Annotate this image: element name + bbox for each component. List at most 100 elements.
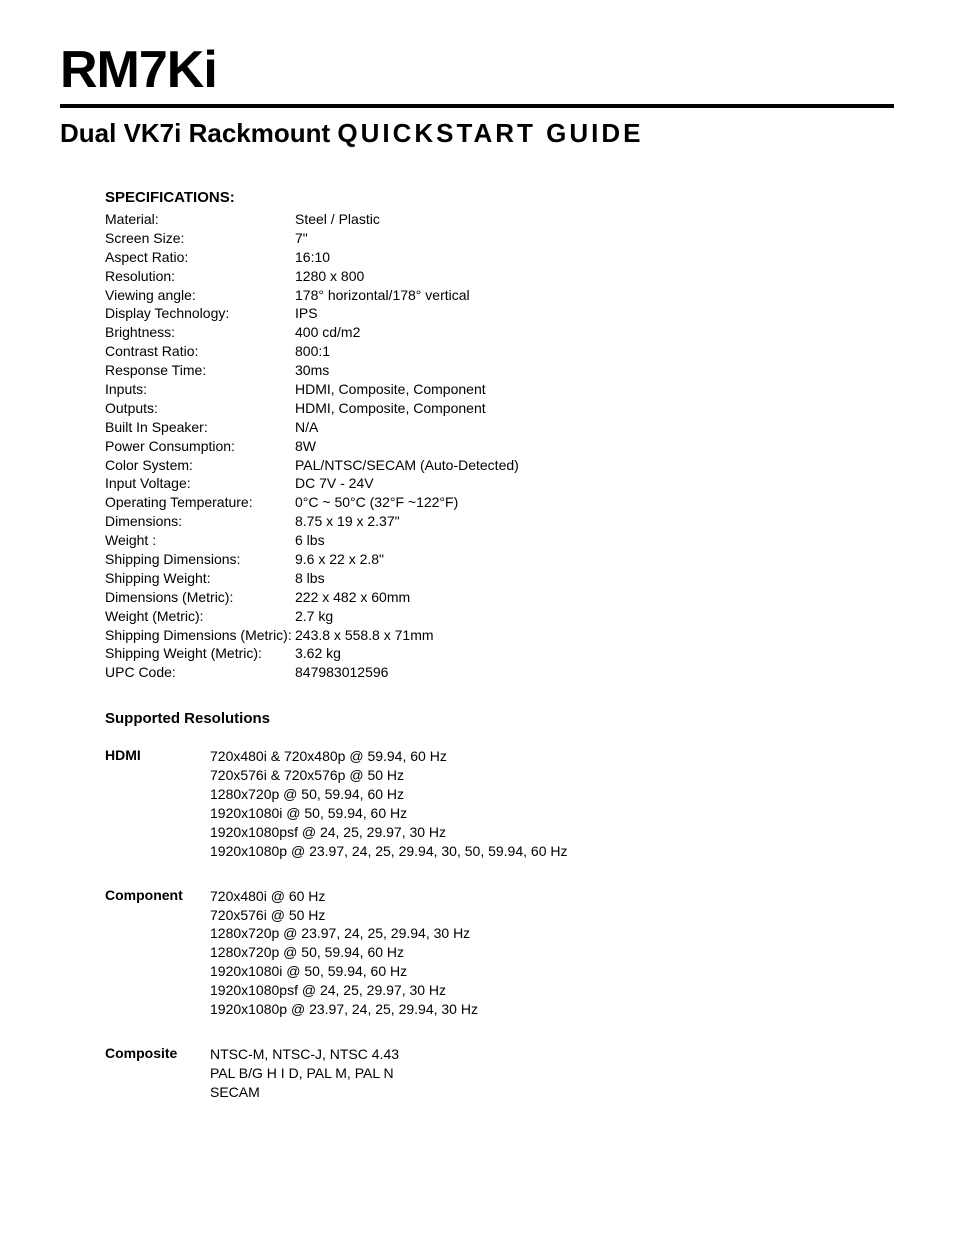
resolution-line: 720x480i @ 60 Hz bbox=[210, 887, 894, 906]
spec-row: Built In Speaker:N/A bbox=[105, 418, 894, 437]
subtitle-light: QUICKSTART GUIDE bbox=[337, 118, 643, 148]
spec-row: Weight (Metric): 2.7 kg bbox=[105, 607, 894, 626]
title-rule bbox=[60, 104, 894, 108]
spec-row: Viewing angle:178° horizontal/178° verti… bbox=[105, 286, 894, 305]
spec-value: 800:1 bbox=[295, 342, 894, 361]
spec-value: 0°C ~ 50°C (32°F ~122°F) bbox=[295, 493, 894, 512]
spec-value: 9.6 x 22 x 2.8" bbox=[295, 550, 894, 569]
spec-row: Shipping Weight (Metric): 3.62 kg bbox=[105, 644, 894, 663]
spec-label: Dimensions (Metric): bbox=[105, 588, 295, 607]
spec-label: Shipping Dimensions: bbox=[105, 550, 295, 569]
resolution-line: NTSC-M, NTSC-J, NTSC 4.43 bbox=[210, 1045, 894, 1064]
spec-value: 8W bbox=[295, 437, 894, 456]
spec-value: 8 lbs bbox=[295, 569, 894, 588]
resolution-line: 1920x1080i @ 50, 59.94, 60 Hz bbox=[210, 962, 894, 981]
spec-label: Material: bbox=[105, 210, 295, 229]
resolution-line: 1920x1080p @ 23.97, 24, 25, 29.94, 30, 5… bbox=[210, 842, 894, 861]
spec-value: 3.62 kg bbox=[295, 644, 894, 663]
spec-value: 7" bbox=[295, 229, 894, 248]
spec-row: Material:Steel / Plastic bbox=[105, 210, 894, 229]
spec-label: Weight : bbox=[105, 531, 295, 550]
spec-row: Power Consumption: 8W bbox=[105, 437, 894, 456]
spec-value: 16:10 bbox=[295, 248, 894, 267]
spec-label: Color System: bbox=[105, 456, 295, 475]
spec-value: 400 cd/m2 bbox=[295, 323, 894, 342]
spec-row: Shipping Dimensions (Metric): 243.8 x 55… bbox=[105, 626, 894, 645]
spec-label: Display Technology: bbox=[105, 304, 295, 323]
spec-label: Inputs: bbox=[105, 380, 295, 399]
spec-value: N/A bbox=[295, 418, 894, 437]
spec-label: Shipping Dimensions (Metric): bbox=[105, 626, 295, 645]
spec-value: IPS bbox=[295, 304, 894, 323]
spec-label: Response Time: bbox=[105, 361, 295, 380]
spec-label: Aspect Ratio: bbox=[105, 248, 295, 267]
spec-label: Shipping Weight (Metric): bbox=[105, 644, 295, 663]
resolution-line: 720x576i @ 50 Hz bbox=[210, 906, 894, 925]
spec-label: Brightness: bbox=[105, 323, 295, 342]
spec-row: Inputs:HDMI, Composite, Component bbox=[105, 380, 894, 399]
resolution-group-label: HDMI bbox=[105, 747, 210, 860]
spec-value: 2.7 kg bbox=[295, 607, 894, 626]
spec-value: HDMI, Composite, Component bbox=[295, 399, 894, 418]
spec-row: Aspect Ratio:16:10 bbox=[105, 248, 894, 267]
content-area: SPECIFICATIONS: Material:Steel / Plastic… bbox=[60, 189, 894, 1102]
spec-label: Built In Speaker: bbox=[105, 418, 295, 437]
spec-value: HDMI, Composite, Component bbox=[295, 380, 894, 399]
product-title: RM7Ki bbox=[60, 40, 894, 100]
spec-label: UPC Code: bbox=[105, 663, 295, 682]
resolution-line: 1280x720p @ 50, 59.94, 60 Hz bbox=[210, 943, 894, 962]
spec-row: Dimensions (Metric): 222 x 482 x 60mm bbox=[105, 588, 894, 607]
resolution-line: 1920x1080p @ 23.97, 24, 25, 29.94, 30 Hz bbox=[210, 1000, 894, 1019]
resolution-group-label: Composite bbox=[105, 1045, 210, 1102]
specifications-table: Material:Steel / PlasticScreen Size:7"As… bbox=[105, 210, 894, 682]
spec-value: 222 x 482 x 60mm bbox=[295, 588, 894, 607]
spec-row: Contrast Ratio:800:1 bbox=[105, 342, 894, 361]
spec-row: Brightness:400 cd/m2 bbox=[105, 323, 894, 342]
spec-value: 30ms bbox=[295, 361, 894, 380]
spec-row: Response Time:30ms bbox=[105, 361, 894, 380]
spec-label: Weight (Metric): bbox=[105, 607, 295, 626]
resolution-values: NTSC-M, NTSC-J, NTSC 4.43 PAL B/G H I D,… bbox=[210, 1045, 894, 1102]
spec-label: Operating Temperature: bbox=[105, 493, 295, 512]
spec-row: Screen Size:7" bbox=[105, 229, 894, 248]
spec-row: Weight :6 lbs bbox=[105, 531, 894, 550]
resolution-line: 720x576i & 720x576p @ 50 Hz bbox=[210, 766, 894, 785]
spec-row: Shipping Weight: 8 lbs bbox=[105, 569, 894, 588]
spec-value: 1280 x 800 bbox=[295, 267, 894, 286]
spec-value: Steel / Plastic bbox=[295, 210, 894, 229]
spec-row: Display Technology:IPS bbox=[105, 304, 894, 323]
resolution-line: PAL B/G H I D, PAL M, PAL N bbox=[210, 1064, 894, 1083]
resolution-group-label: Component bbox=[105, 887, 210, 1019]
subtitle: Dual VK7i Rackmount QUICKSTART GUIDE bbox=[60, 118, 894, 149]
resolution-line: 1280x720p @ 50, 59.94, 60 Hz bbox=[210, 785, 894, 804]
resolution-values: 720x480i @ 60 Hz 720x576i @ 50 Hz1280x72… bbox=[210, 887, 894, 1019]
spec-label: Screen Size: bbox=[105, 229, 295, 248]
spec-value: DC 7V - 24V bbox=[295, 474, 894, 493]
spec-row: Outputs:HDMI, Composite, Component bbox=[105, 399, 894, 418]
spec-value: 8.75 x 19 x 2.37" bbox=[295, 512, 894, 531]
spec-label: Resolution: bbox=[105, 267, 295, 286]
resolution-values: 720x480i & 720x480p @ 59.94, 60 Hz720x57… bbox=[210, 747, 894, 860]
subtitle-bold: Dual VK7i Rackmount bbox=[60, 118, 330, 148]
spec-label: Shipping Weight: bbox=[105, 569, 295, 588]
spec-row: Operating Temperature: 0°C ~ 50°C (32°F … bbox=[105, 493, 894, 512]
resolution-line: 1920x1080psf @ 24, 25, 29.97, 30 Hz bbox=[210, 981, 894, 1000]
resolution-line: 1280x720p @ 23.97, 24, 25, 29.94, 30 Hz bbox=[210, 924, 894, 943]
resolution-line: SECAM bbox=[210, 1083, 894, 1102]
spec-row: Dimensions: 8.75 x 19 x 2.37" bbox=[105, 512, 894, 531]
spec-label: Dimensions: bbox=[105, 512, 295, 531]
specifications-heading: SPECIFICATIONS: bbox=[105, 189, 894, 206]
spec-value: 6 lbs bbox=[295, 531, 894, 550]
spec-label: Outputs: bbox=[105, 399, 295, 418]
resolution-group: HDMI720x480i & 720x480p @ 59.94, 60 Hz72… bbox=[105, 747, 894, 860]
resolution-line: 720x480i & 720x480p @ 59.94, 60 Hz bbox=[210, 747, 894, 766]
spec-label: Input Voltage: bbox=[105, 474, 295, 493]
spec-row: Color System: PAL/NTSC/SECAM (Auto-Detec… bbox=[105, 456, 894, 475]
supported-resolutions-heading: Supported Resolutions bbox=[105, 710, 894, 727]
spec-row: Shipping Dimensions: 9.6 x 22 x 2.8" bbox=[105, 550, 894, 569]
spec-label: Power Consumption: bbox=[105, 437, 295, 456]
spec-row: UPC Code: 847983012596 bbox=[105, 663, 894, 682]
resolution-line: 1920x1080i @ 50, 59.94, 60 Hz bbox=[210, 804, 894, 823]
resolution-group: Component 720x480i @ 60 Hz 720x576i @ 50… bbox=[105, 887, 894, 1019]
spec-label: Contrast Ratio: bbox=[105, 342, 295, 361]
